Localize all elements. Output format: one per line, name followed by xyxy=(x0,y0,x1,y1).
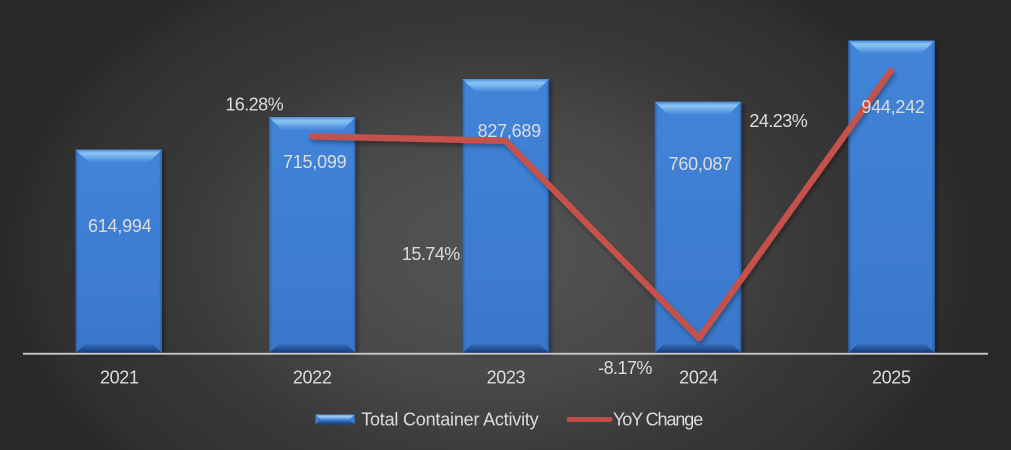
svg-text:760,087: 760,087 xyxy=(669,154,733,174)
svg-text:2022: 2022 xyxy=(293,368,332,388)
svg-text:2025: 2025 xyxy=(872,368,911,388)
svg-text:24.23%: 24.23% xyxy=(749,111,807,131)
svg-text:2021: 2021 xyxy=(100,368,139,388)
svg-text:944,242: 944,242 xyxy=(861,97,925,117)
svg-text:15.74%: 15.74% xyxy=(402,244,460,264)
svg-text:614,994: 614,994 xyxy=(88,216,152,236)
svg-text:-8.17%: -8.17% xyxy=(598,358,652,378)
svg-text:YoY Change: YoY Change xyxy=(613,409,703,429)
svg-text:16.28%: 16.28% xyxy=(225,94,283,114)
svg-text:Total Container Activity: Total Container Activity xyxy=(361,409,538,429)
svg-text:2024: 2024 xyxy=(679,368,718,388)
svg-text:2023: 2023 xyxy=(487,368,526,388)
svg-text:715,099: 715,099 xyxy=(283,152,347,172)
svg-text:827,689: 827,689 xyxy=(478,121,542,141)
